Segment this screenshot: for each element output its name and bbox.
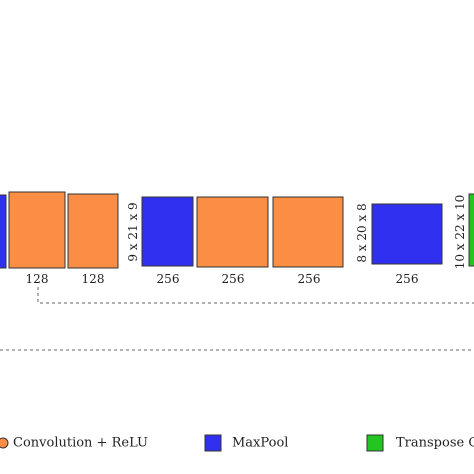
block-channel-label: 256 — [298, 272, 321, 286]
maxpool-block — [371, 203, 443, 265]
legend-label-maxpool: MaxPool — [232, 436, 288, 451]
transpose-conv-block — [468, 193, 474, 267]
conv-relu-block — [67, 193, 119, 269]
maxpool-block — [0, 194, 7, 269]
block-channel-label: 128 — [82, 272, 105, 286]
legend-swatch-conv-relu — [0, 437, 9, 449]
conv-relu-block — [8, 191, 66, 269]
block-channel-label: 128 — [26, 272, 49, 286]
skip-connection-line — [37, 287, 474, 304]
conv-relu-block — [272, 196, 344, 268]
block-dimension-label: 9 x 21 x 9 — [126, 202, 140, 261]
block-channel-label: 256 — [157, 272, 180, 286]
block-channel-label: 256 — [396, 272, 419, 286]
legend-label-transpose-conv: Transpose C — [396, 436, 474, 451]
legend-swatch-transpose-conv — [366, 434, 384, 452]
block-dimension-label: 8 x 20 x 8 — [355, 203, 369, 262]
conv-relu-block — [196, 196, 269, 268]
block-channel-label: 256 — [222, 272, 245, 286]
maxpool-block — [141, 196, 194, 267]
legend-swatch-maxpool — [204, 434, 222, 452]
legend-label-conv-relu: Convolution + ReLU — [13, 436, 148, 451]
block-dimension-label: 10 x 22 x 10 — [453, 195, 467, 270]
